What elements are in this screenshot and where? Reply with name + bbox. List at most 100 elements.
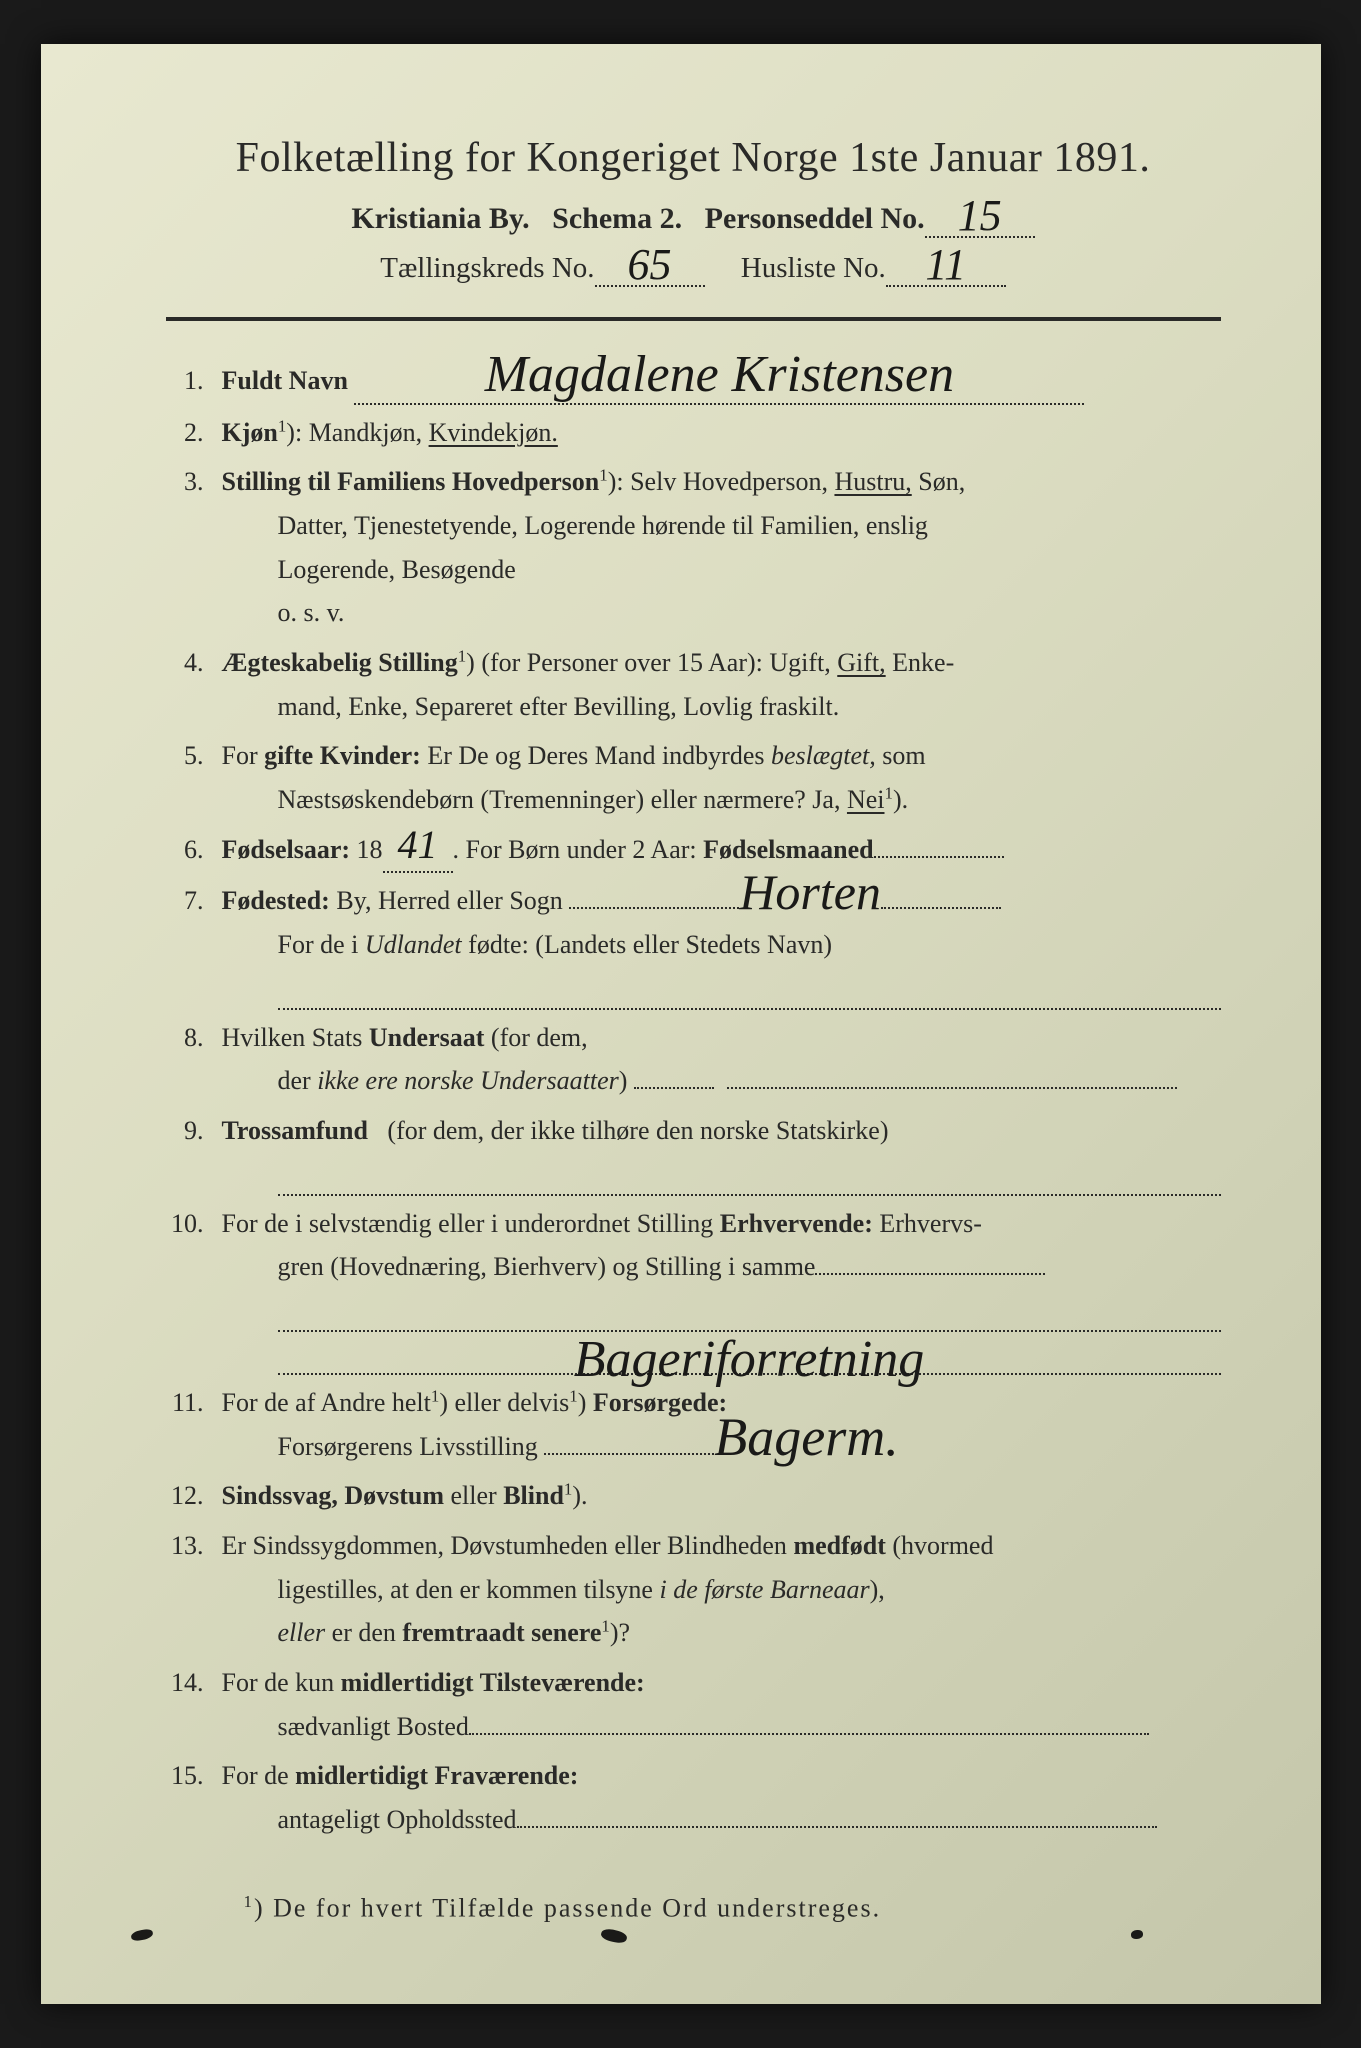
dots bbox=[517, 1826, 1157, 1828]
sup: 1 bbox=[458, 646, 466, 665]
tallingskreds-value: 65 bbox=[628, 240, 672, 289]
item-3: 3. Stilling til Familiens Hovedperson1):… bbox=[166, 460, 1221, 635]
opt-mandkjon: Mandkjøn, bbox=[309, 418, 422, 447]
item-num: 2. bbox=[166, 411, 222, 455]
paren: ): bbox=[608, 467, 624, 496]
item-1: 1. Fuldt Navn Magdalene Kristensen bbox=[166, 359, 1221, 405]
name-field: Magdalene Kristensen bbox=[354, 359, 1084, 405]
occupation-line: Bageriforretning bbox=[278, 1336, 1221, 1375]
text: fødte: (Landets eller Stedets Navn) bbox=[468, 930, 832, 959]
text: (hvormed bbox=[892, 1531, 993, 1560]
item-5: 5. For gifte Kvinder: Er De og Deres Man… bbox=[166, 734, 1221, 821]
text: Forsørgerens Livsstilling bbox=[278, 1432, 538, 1461]
item-num: 7. bbox=[166, 879, 222, 1009]
text: Næstsøskendebørn (Tremenninger) eller næ… bbox=[278, 785, 841, 814]
occupation-value: Bageriforretning bbox=[574, 1331, 925, 1388]
main-title: Folketælling for Kongeriget Norge 1ste J… bbox=[166, 134, 1221, 182]
speck bbox=[130, 1928, 153, 1942]
footnote: 1) De for hvert Tilfælde passende Ord un… bbox=[166, 1892, 1221, 1924]
item-2: 2. Kjøn1): Mandkjøn, Kvindekjøn. bbox=[166, 411, 1221, 455]
item-num: 6. bbox=[166, 828, 222, 874]
name-value: Magdalene Kristensen bbox=[485, 346, 954, 403]
item-body: For de kun midlertidigt Tilsteværende: s… bbox=[222, 1661, 1221, 1748]
provider-value: Bagerm. bbox=[714, 1407, 898, 1467]
item-num: 1. bbox=[166, 359, 222, 405]
item-10: 10. For de i selvstændig eller i underor… bbox=[166, 1202, 1221, 1375]
label-stilling: Stilling til Familiens Hovedperson bbox=[222, 467, 600, 496]
text: Enke- bbox=[892, 648, 954, 677]
dots bbox=[569, 907, 739, 909]
label-kjon: Kjøn bbox=[222, 418, 278, 447]
label-forsorgede: Forsørgede: bbox=[593, 1388, 727, 1417]
item-num: 14. bbox=[166, 1661, 222, 1748]
header-block: Folketælling for Kongeriget Norge 1ste J… bbox=[166, 134, 1221, 287]
schema-label: Schema 2. bbox=[552, 202, 682, 235]
item-body: Kjøn1): Mandkjøn, Kvindekjøn. bbox=[222, 411, 1221, 455]
sup: 1 bbox=[601, 1617, 609, 1636]
item-num: 10. bbox=[166, 1202, 222, 1375]
text: ). bbox=[893, 785, 908, 814]
text: Hvilken Stats bbox=[222, 1023, 363, 1052]
blank-line bbox=[278, 971, 1221, 1010]
text-ital: i de første Barneaar bbox=[659, 1575, 869, 1604]
census-form-page: Folketælling for Kongeriget Norge 1ste J… bbox=[41, 44, 1321, 2004]
item-9: 9. Trossamfund (for dem, der ikke tilhør… bbox=[166, 1109, 1221, 1196]
label-medfodt: medfødt bbox=[793, 1531, 885, 1560]
husliste-field: 11 bbox=[886, 252, 1006, 287]
item-11: 11. For de af Andre helt1) eller delvis1… bbox=[166, 1381, 1221, 1468]
text: For de kun bbox=[222, 1668, 335, 1697]
item-body: Fuldt Navn Magdalene Kristensen bbox=[222, 359, 1221, 405]
text: For de bbox=[222, 1761, 289, 1790]
item-num: 11. bbox=[166, 1381, 222, 1468]
footnote-text: ) De for hvert Tilfælde passende Ord und… bbox=[254, 1893, 881, 1922]
blank-line bbox=[278, 1293, 1221, 1332]
text-ital: beslægtet, bbox=[771, 741, 876, 770]
husliste-label: Husliste No. bbox=[741, 252, 886, 284]
text: By, Herred eller Sogn bbox=[336, 886, 562, 915]
item-body: For de midlertidigt Fraværende: antageli… bbox=[222, 1754, 1221, 1841]
text: der bbox=[278, 1066, 311, 1095]
item-body: Sindssvag, Døvstum eller Blind1). bbox=[222, 1474, 1221, 1518]
ink-specks bbox=[41, 1930, 1321, 1950]
text: )? bbox=[610, 1618, 630, 1647]
text: ). bbox=[572, 1481, 587, 1510]
personseddel-field: 15 bbox=[925, 202, 1035, 238]
opt-nei-selected: Nei bbox=[847, 785, 885, 814]
label-blind: Blind bbox=[503, 1481, 564, 1510]
month-field bbox=[874, 856, 1004, 858]
item-body: Trossamfund (for dem, der ikke tilhøre d… bbox=[222, 1109, 1221, 1196]
text: er den bbox=[332, 1618, 396, 1647]
tallingskreds-field: 65 bbox=[595, 252, 705, 287]
label-fodselsaar: Fødselsaar: bbox=[222, 835, 351, 864]
text: For de i bbox=[278, 930, 359, 959]
husliste-value: 11 bbox=[925, 240, 966, 289]
item-num: 5. bbox=[166, 734, 222, 821]
tallingskreds-label: Tællingskreds No. bbox=[380, 252, 594, 284]
text: ), bbox=[870, 1575, 885, 1604]
item-body: Stilling til Familiens Hovedperson1): Se… bbox=[222, 460, 1221, 635]
personseddel-label: Personseddel No. bbox=[705, 202, 925, 235]
item-12: 12. Sindssvag, Døvstum eller Blind1). bbox=[166, 1474, 1221, 1518]
label-fodselsmaaned: Fødselsmaaned bbox=[703, 835, 873, 864]
label-trossamfund: Trossamfund bbox=[222, 1116, 368, 1145]
item-body: For de i selvstændig eller i underordnet… bbox=[222, 1202, 1221, 1375]
text: Logerende, Besøgende bbox=[278, 555, 516, 584]
dots bbox=[634, 1087, 714, 1089]
label-gifte-kvinder: gifte Kvinder: bbox=[264, 741, 421, 770]
year-prefix: 18 bbox=[357, 835, 383, 864]
text: Selv Hovedperson, bbox=[630, 467, 828, 496]
item-13: 13. Er Sindssygdommen, Døvstumheden elle… bbox=[166, 1524, 1221, 1655]
label-tilstedevarende: midlertidigt Tilsteværende: bbox=[341, 1668, 645, 1697]
dots bbox=[544, 1453, 714, 1455]
label-fuldt-navn: Fuldt Navn bbox=[222, 366, 348, 395]
text: ) eller delvis bbox=[439, 1388, 569, 1417]
item-body: Er Sindssygdommen, Døvstumheden eller Bl… bbox=[222, 1524, 1221, 1655]
text: ) (for Personer over 15 Aar): Ugift, bbox=[466, 648, 831, 677]
dots bbox=[881, 907, 1001, 909]
subtitle-line-2: Tællingskreds No.65 Husliste No.11 bbox=[166, 252, 1221, 287]
divider-rule bbox=[166, 317, 1221, 321]
opt-kvindekjon-selected: Kvindekjøn. bbox=[429, 418, 558, 447]
item-body: Ægteskabelig Stilling1) (for Personer ov… bbox=[222, 641, 1221, 728]
paren: ): bbox=[286, 418, 302, 447]
text: (for dem, bbox=[491, 1023, 588, 1052]
